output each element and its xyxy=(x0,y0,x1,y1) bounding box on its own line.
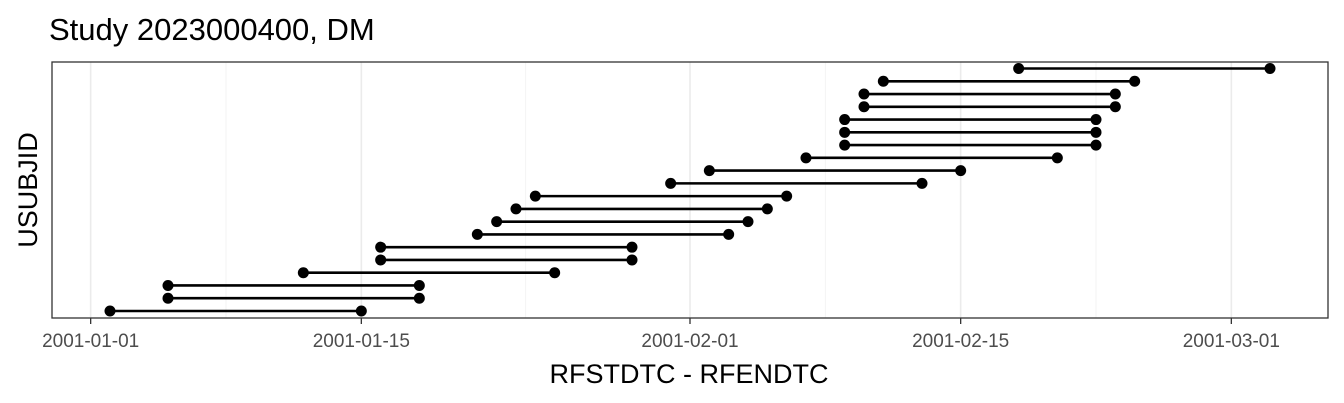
end-point xyxy=(781,190,793,202)
start-point xyxy=(375,241,387,253)
start-point xyxy=(491,216,503,228)
start-point xyxy=(858,101,870,113)
start-point xyxy=(297,267,309,279)
end-point xyxy=(626,241,638,253)
end-point xyxy=(761,203,773,215)
end-point xyxy=(1129,75,1141,87)
end-point xyxy=(916,177,928,189)
end-point xyxy=(1090,126,1102,138)
end-point xyxy=(1264,63,1276,74)
end-point xyxy=(742,216,754,228)
end-point xyxy=(955,165,967,177)
end-point xyxy=(1090,114,1102,126)
end-point xyxy=(1051,152,1063,164)
start-point xyxy=(839,114,851,126)
end-point xyxy=(1109,88,1121,100)
end-point xyxy=(626,254,638,266)
start-point xyxy=(665,177,677,189)
start-point xyxy=(703,165,715,177)
end-point xyxy=(549,267,561,279)
x-tick-label: 2001-01-15 xyxy=(313,331,410,352)
start-point xyxy=(510,203,522,215)
x-tick-label: 2001-01-01 xyxy=(42,331,139,352)
end-point xyxy=(1090,139,1102,151)
start-point xyxy=(877,75,889,87)
end-point xyxy=(355,305,367,317)
y-axis-title: USUBJID xyxy=(13,132,43,248)
x-tick-label: 2001-03-01 xyxy=(1183,331,1280,352)
start-point xyxy=(471,228,483,240)
start-point xyxy=(375,254,387,266)
start-point xyxy=(104,305,116,317)
end-point xyxy=(1109,101,1121,113)
chart-marks xyxy=(104,63,1276,317)
end-point xyxy=(413,279,425,291)
start-point xyxy=(1013,63,1025,74)
x-axis-ticks: 2001-01-01 2001-01-15 2001-02-01 2001-02-15… xyxy=(42,318,1280,352)
start-point xyxy=(800,152,812,164)
end-point xyxy=(723,228,735,240)
x-tick-label: 2001-02-15 xyxy=(912,331,1009,352)
x-tick-label: 2001-02-01 xyxy=(641,331,738,352)
grid-lines xyxy=(89,62,1233,318)
start-point xyxy=(162,279,174,291)
x-axis-title: RFSTDTC - RFENDTC xyxy=(550,359,829,389)
start-point xyxy=(839,126,851,138)
start-point xyxy=(529,190,541,202)
start-point xyxy=(162,292,174,304)
start-point xyxy=(839,139,851,151)
start-point xyxy=(858,88,870,100)
chart-title: Study 2023000400, DM xyxy=(49,12,375,47)
end-point xyxy=(413,292,425,304)
